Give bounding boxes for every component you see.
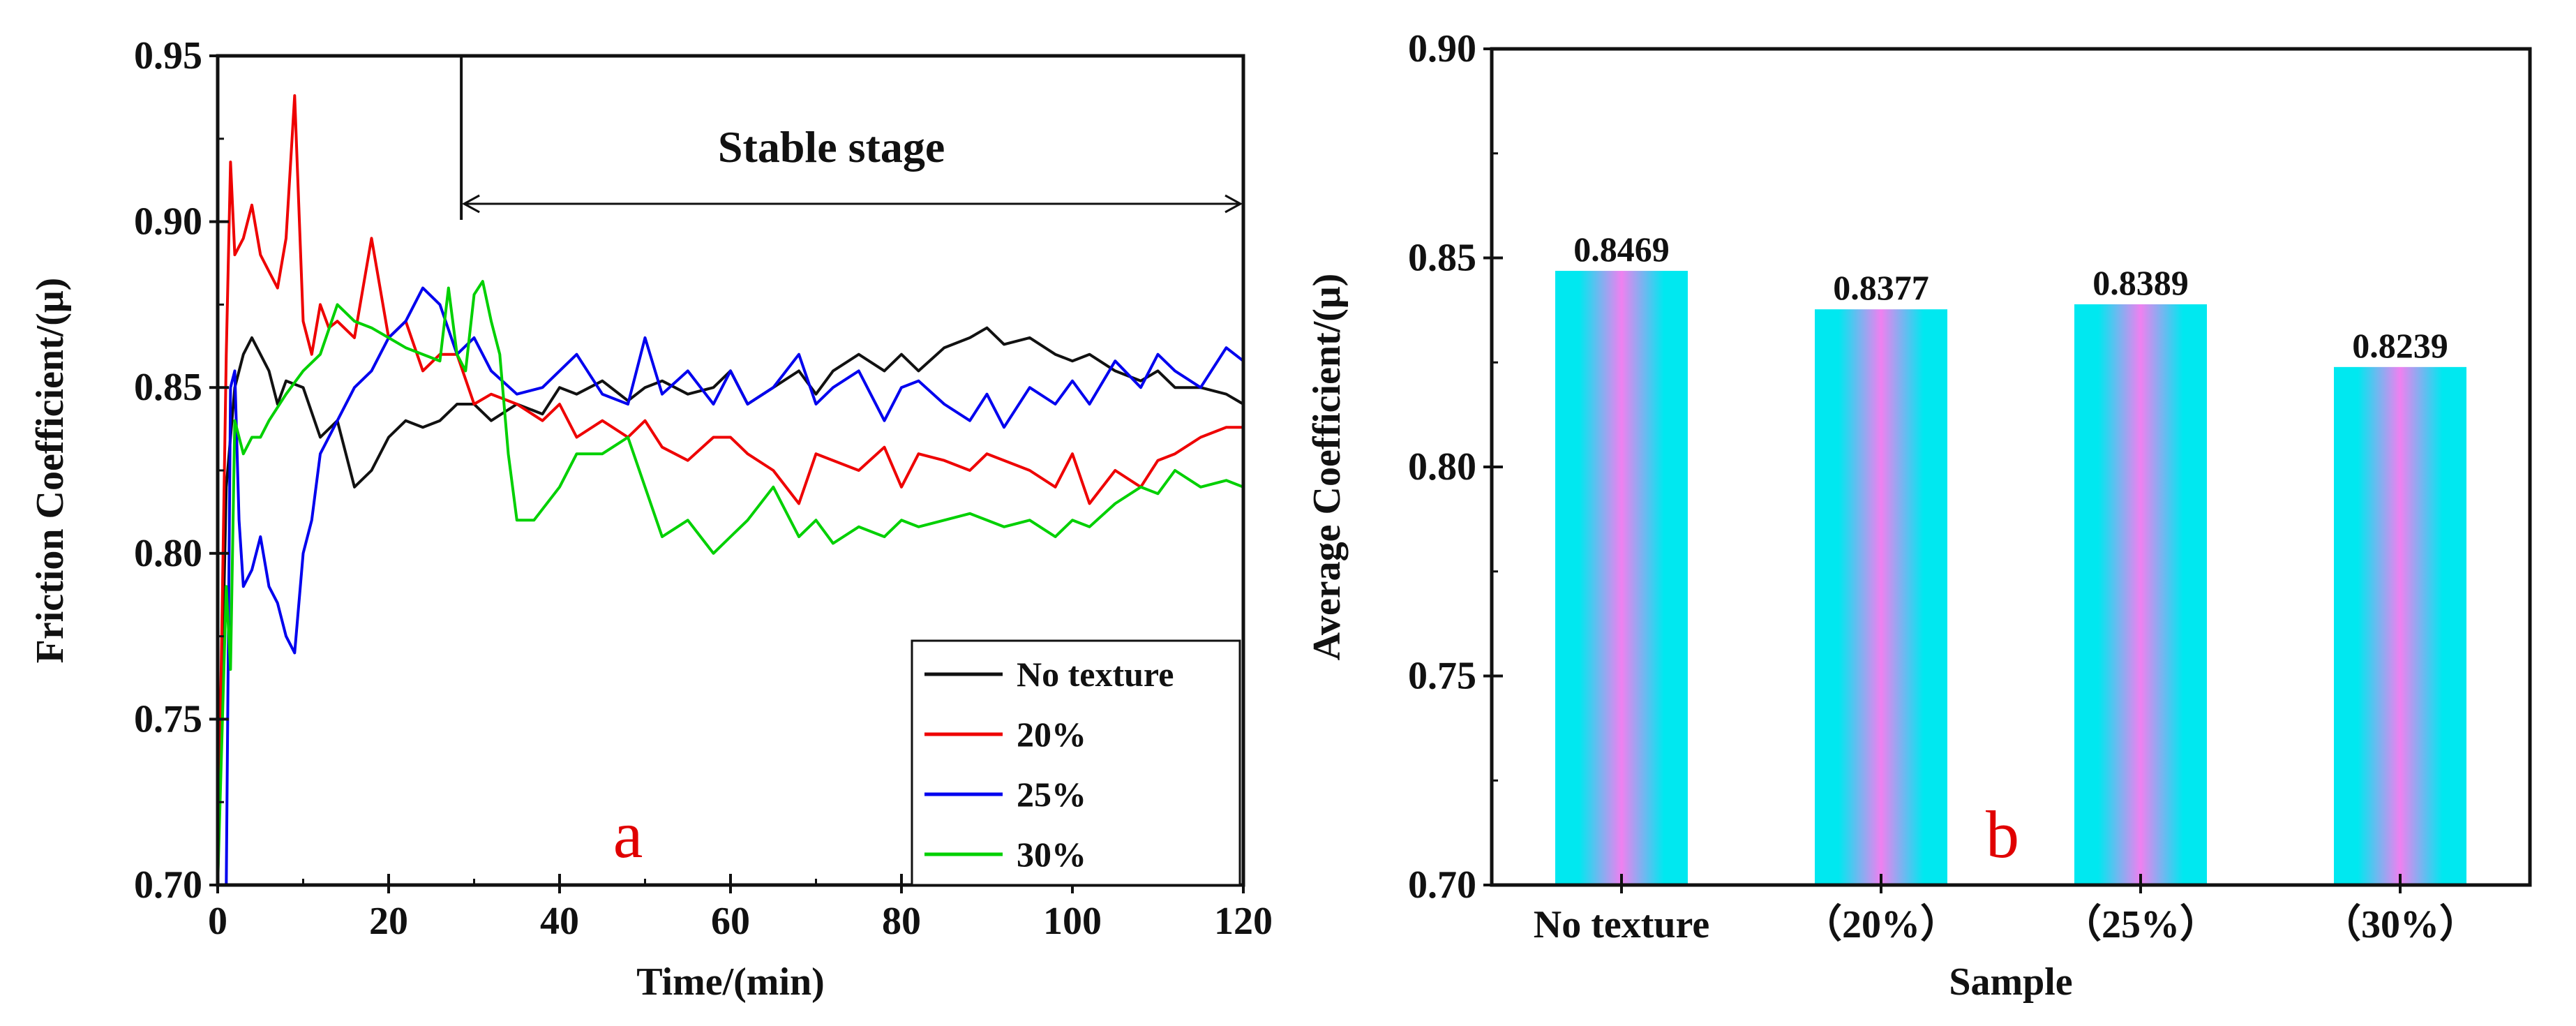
x-tick-label-a: 120 xyxy=(1214,900,1273,943)
legend-label: 20% xyxy=(1017,715,1086,754)
x-axis-title-b: Sample xyxy=(1949,960,2072,1004)
axis-ticks-a: 0 20 40 60 80 100 120 0.70 0.75 0.80 0.85 0.90 0.95 xyxy=(134,34,1273,943)
bar xyxy=(2334,366,2466,885)
panel-a-line-chart: Stable stage 0 20 40 60 80 100 120 0.70 0.75 0.80… xyxy=(29,34,1273,1004)
x-tick-label-a: 100 xyxy=(1043,900,1102,943)
y-tick-label-b: 0.75 xyxy=(1408,655,1476,698)
y-axis-title-b: Average Coefficient/(μ) xyxy=(1305,274,1349,661)
bar xyxy=(1815,309,1947,885)
bar xyxy=(1555,271,1688,886)
series-line-2 xyxy=(218,94,1243,885)
y-tick-label-b: 0.70 xyxy=(1408,863,1476,907)
axis-ticks-b: No texture （20%） （25%） （30%） 0.70 0.75 0.80 0.8… xyxy=(1408,27,2478,946)
y-axis-title-a: Friction Coefficient/(μ) xyxy=(29,278,72,664)
legend-box xyxy=(911,639,1241,886)
series-line-3 xyxy=(218,286,1243,885)
x-tick-label-b: （20%） xyxy=(1803,902,1959,946)
line-series-group xyxy=(218,94,1243,885)
series-line-1 xyxy=(218,326,1243,885)
y-tick-label-a: 0.95 xyxy=(134,34,202,77)
legend-label: 30% xyxy=(1017,835,1086,874)
bar-value-label: 0.8389 xyxy=(2092,263,2189,302)
y-tick-label-b: 0.90 xyxy=(1408,27,1476,70)
bar-value-label: 0.8469 xyxy=(1573,230,1670,269)
bar xyxy=(2074,304,2207,885)
legend-label: No texture xyxy=(1017,655,1174,694)
x-tick-label-b: （25%） xyxy=(2062,902,2219,946)
y-tick-label-a: 0.80 xyxy=(134,532,202,575)
y-tick-label-b: 0.85 xyxy=(1408,237,1476,280)
y-tick-label-b: 0.80 xyxy=(1408,445,1476,489)
stable-stage-arrow xyxy=(461,194,1243,214)
x-tick-label-a: 80 xyxy=(882,900,921,943)
bar-group: 0.8469 0.8377 0.8389 0.8239 xyxy=(1555,230,2466,886)
y-tick-label-a: 0.75 xyxy=(134,697,202,741)
x-tick-label-b: No texture xyxy=(1534,903,1709,946)
x-tick-label-a: 60 xyxy=(711,900,750,943)
x-axis-title-a: Time/(min) xyxy=(636,960,825,1004)
stable-stage-label: Stable stage xyxy=(718,122,945,172)
series-line-4 xyxy=(218,280,1243,885)
panel-b-bar-chart: 0.8469 0.8377 0.8389 0.8239 No texture （20%）… xyxy=(1305,27,2532,1004)
panel-letter-b: b xyxy=(1986,797,2019,872)
x-tick-label-b: （30%） xyxy=(2322,902,2478,946)
legend-a: No texture 20% 25% 30% xyxy=(911,639,1241,886)
bar-value-label: 0.8377 xyxy=(1833,268,1929,307)
x-tick-label-a: 40 xyxy=(540,900,579,943)
panel-letter-a: a xyxy=(613,797,643,872)
y-tick-label-a: 0.90 xyxy=(134,200,202,244)
x-tick-label-a: 0 xyxy=(208,900,227,943)
bar-value-label: 0.8239 xyxy=(2352,326,2448,365)
x-tick-label-a: 20 xyxy=(369,900,408,943)
legend-label: 25% xyxy=(1017,775,1086,814)
y-tick-label-a: 0.85 xyxy=(134,366,202,409)
y-tick-label-a: 0.70 xyxy=(134,863,202,907)
